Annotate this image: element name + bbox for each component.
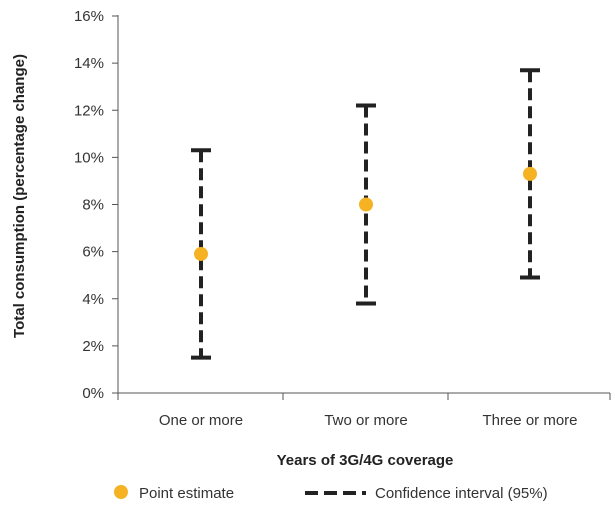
y-tick-label: 8%: [82, 197, 104, 214]
point-estimate-marker: [194, 246, 208, 261]
y-tick-label: 16%: [74, 8, 104, 25]
y-ticks: 0% 2% 4% 6% 8% 10% 12% 14% 16%: [74, 8, 118, 402]
x-tick-label: Two or more: [324, 412, 407, 429]
legend-point-marker: [114, 485, 128, 499]
point-estimate-marker: [359, 197, 373, 212]
y-axis-title: Total consumption (percentage change): [11, 54, 28, 338]
chart-marks: [191, 68, 540, 360]
y-tick-label: 12%: [74, 102, 104, 119]
y-tick-label: 10%: [74, 149, 104, 166]
y-tick-label: 14%: [74, 55, 104, 72]
x-axis-title: Years of 3G/4G coverage: [277, 452, 454, 469]
legend-ci-label: Confidence interval (95%): [375, 485, 548, 502]
y-tick-label: 6%: [82, 244, 104, 261]
y-tick-label: 0%: [82, 385, 104, 402]
legend-point-label: Point estimate: [139, 485, 234, 502]
legend: Point estimate Confidence interval (95%): [114, 485, 548, 502]
x-ticks: One or more Two or more Three or more: [117, 393, 611, 429]
y-tick-label: 2%: [82, 338, 104, 355]
x-tick-label: One or more: [159, 412, 243, 429]
point-estimate-marker: [523, 166, 537, 181]
x-tick-label: Three or more: [482, 412, 577, 429]
y-tick-label: 4%: [82, 291, 104, 308]
